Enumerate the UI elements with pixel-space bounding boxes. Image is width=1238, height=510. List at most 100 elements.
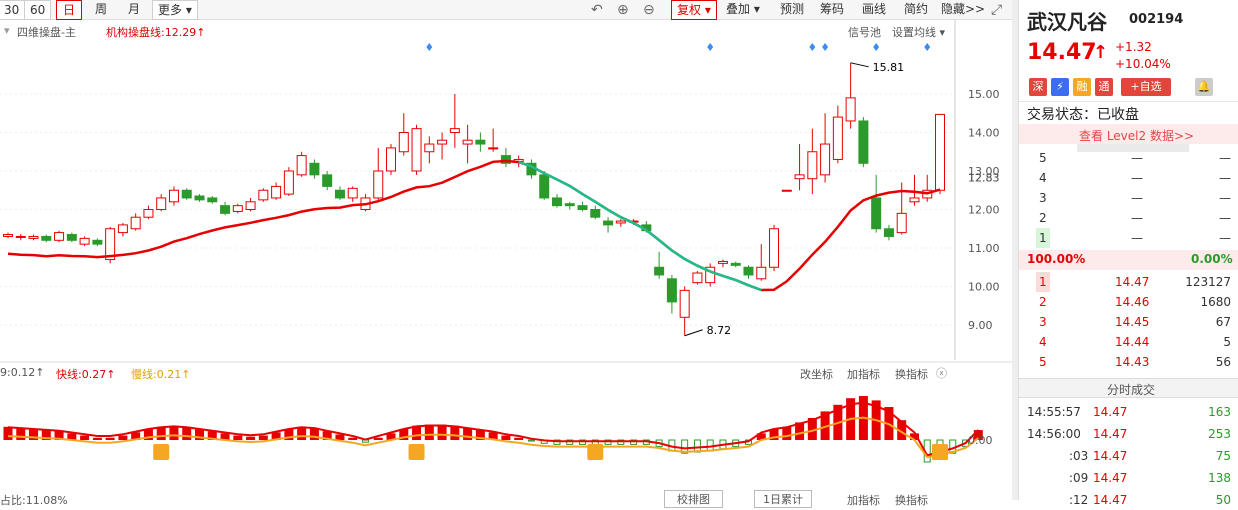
sell-price: — xyxy=(1131,191,1143,205)
close-sub-chart-icon[interactable]: ⓧ xyxy=(936,367,947,380)
tag-flash-icon[interactable]: ⚡ xyxy=(1051,78,1069,96)
candle-body xyxy=(539,174,550,199)
macd-bar-up xyxy=(463,427,473,440)
candle-body xyxy=(615,220,626,224)
switch-indicator-link[interactable]: 换指标 xyxy=(895,368,928,381)
trade-row: :03 14.47 75 xyxy=(1019,446,1238,466)
macd-bar-up xyxy=(424,424,434,440)
macd-bar-up xyxy=(169,425,179,440)
macd-bar-up xyxy=(131,432,141,440)
level2-dropdown-tab[interactable] xyxy=(1077,144,1189,152)
chips-button[interactable]: 筹码 xyxy=(820,2,845,16)
hide-button[interactable]: 隐藏>> xyxy=(941,2,986,16)
macd-bar-up xyxy=(29,429,39,440)
forecast-button[interactable]: 预测 xyxy=(780,2,805,16)
candle-body xyxy=(373,170,384,199)
trade-time: :12 xyxy=(1069,493,1089,507)
candle-body xyxy=(756,266,767,280)
trade-status: 交易状态：已收盘 xyxy=(1027,107,1139,123)
collapse-icon[interactable]: ▾ xyxy=(4,24,10,37)
candle-body xyxy=(3,234,13,237)
kline-chart-area[interactable]: ▾ 四维操盘-主 机构操盘线:12.29↑ 信号池 设置均线 ▾ 15.00 14… xyxy=(0,20,1012,508)
signal-pool-link[interactable]: 信号池 xyxy=(848,26,881,39)
candle-body xyxy=(15,235,26,238)
bottom-tab-4[interactable]: 换指标 xyxy=(895,494,928,507)
alarm-bell-icon[interactable]: 🔔 xyxy=(1195,78,1213,96)
overlay-button[interactable]: 叠加 ▾ xyxy=(726,2,760,16)
expand-icon[interactable]: ⤢ xyxy=(991,2,1003,18)
ratio-bar: 100.00% 0.00% xyxy=(1019,250,1238,270)
macd-bar-up xyxy=(182,426,192,440)
signal-diamond-icon xyxy=(809,43,816,51)
period-day-button[interactable]: 日 xyxy=(56,0,83,20)
tag-rong[interactable]: 融 xyxy=(1073,78,1091,96)
candle-body xyxy=(603,220,614,226)
chart-toolbar: 30 60 日 周 月 更多 ▾ ↶ ⊕ ⊖ 复权 ▾ 叠加 ▾ 预测 筹码 画… xyxy=(0,0,1012,20)
buy-level: 1 xyxy=(1036,272,1050,292)
candle-body xyxy=(105,228,116,261)
candle-body xyxy=(462,139,473,145)
candle-body xyxy=(130,216,141,230)
signal-diamond-icon xyxy=(924,43,931,51)
trade-price: 14.47 xyxy=(1093,471,1128,485)
change-axis-link[interactable]: 改坐标 xyxy=(800,368,833,381)
bottom-tab-3[interactable]: 加指标 xyxy=(847,494,880,507)
macd-bar-up xyxy=(348,437,358,440)
draw-line-button[interactable]: 画线 xyxy=(862,2,887,16)
candle-body xyxy=(449,128,460,134)
candle-body xyxy=(258,189,269,201)
sell-price: — xyxy=(1131,151,1143,165)
candle-body xyxy=(398,132,409,153)
trade-price: 14.47 xyxy=(1093,449,1128,463)
tag-shen[interactable]: 深 xyxy=(1029,78,1047,96)
institution-line xyxy=(7,159,941,292)
level2-banner[interactable]: 查看 Level2 数据>> xyxy=(1019,124,1238,144)
current-price-label: 12.83 xyxy=(968,172,1000,185)
high-pointer xyxy=(850,62,869,68)
signal-diamond-icon xyxy=(873,43,880,51)
candle-body xyxy=(743,266,754,276)
cross-signal-icon xyxy=(587,444,604,460)
buy-volume: 67 xyxy=(1215,315,1231,329)
sell-price: — xyxy=(1131,171,1143,185)
trade-time: :09 xyxy=(1069,471,1089,485)
candle-body xyxy=(156,197,167,210)
macd-bar-up xyxy=(373,437,383,440)
undo-icon[interactable]: ↶ xyxy=(591,2,603,18)
main-indicator-name[interactable]: 四维操盘-主 xyxy=(17,26,76,39)
candle-body xyxy=(92,239,103,245)
period-more-button[interactable]: 更多 ▾ xyxy=(152,0,198,20)
tag-tong[interactable]: 通 xyxy=(1095,78,1113,96)
macd-bar-up xyxy=(756,433,766,440)
trade-time: 14:56:00 xyxy=(1027,427,1081,441)
trade-volume: 163 xyxy=(1208,405,1231,419)
divider xyxy=(1019,101,1238,102)
simple-button[interactable]: 简约 xyxy=(904,2,929,16)
zoom-in-icon[interactable]: ⊕ xyxy=(617,2,629,18)
level2-link[interactable]: 查看 Level2 数据>> xyxy=(1079,129,1195,143)
period-60-button[interactable]: 60 xyxy=(24,0,52,20)
add-favorite-button[interactable]: +自选 xyxy=(1121,78,1171,96)
macd-bar-up xyxy=(195,429,205,440)
candle-body xyxy=(437,139,448,145)
buy-volume: 1680 xyxy=(1200,295,1231,309)
buy-level: 5 xyxy=(1039,355,1047,369)
sell-price: — xyxy=(1131,231,1143,245)
add-indicator-link[interactable]: 加指标 xyxy=(847,368,880,381)
zoom-out-icon[interactable]: ⊖ xyxy=(643,2,655,18)
macd-bar-up xyxy=(67,433,77,440)
set-ma-link[interactable]: 设置均线 ▾ xyxy=(892,26,946,39)
macd-bar-up xyxy=(820,411,830,440)
price-up-arrow: ↑ xyxy=(1093,42,1109,63)
panel-divider[interactable] xyxy=(1012,0,1018,500)
macd-bar-up xyxy=(156,426,166,440)
period-more-label: 更多 xyxy=(158,3,183,17)
period-week-button[interactable]: 周 xyxy=(95,2,108,16)
period-30-button[interactable]: 30 xyxy=(0,0,26,20)
period-month-button[interactable]: 月 xyxy=(128,2,141,16)
fuquan-button[interactable]: 复权 ▾ xyxy=(671,0,717,20)
bottom-tab-2[interactable]: 1日累计 xyxy=(754,490,812,508)
buy-price: 14.47 xyxy=(1115,275,1150,289)
bottom-tab-1[interactable]: 校排图 xyxy=(664,490,723,508)
macd-bar-up xyxy=(973,430,983,440)
